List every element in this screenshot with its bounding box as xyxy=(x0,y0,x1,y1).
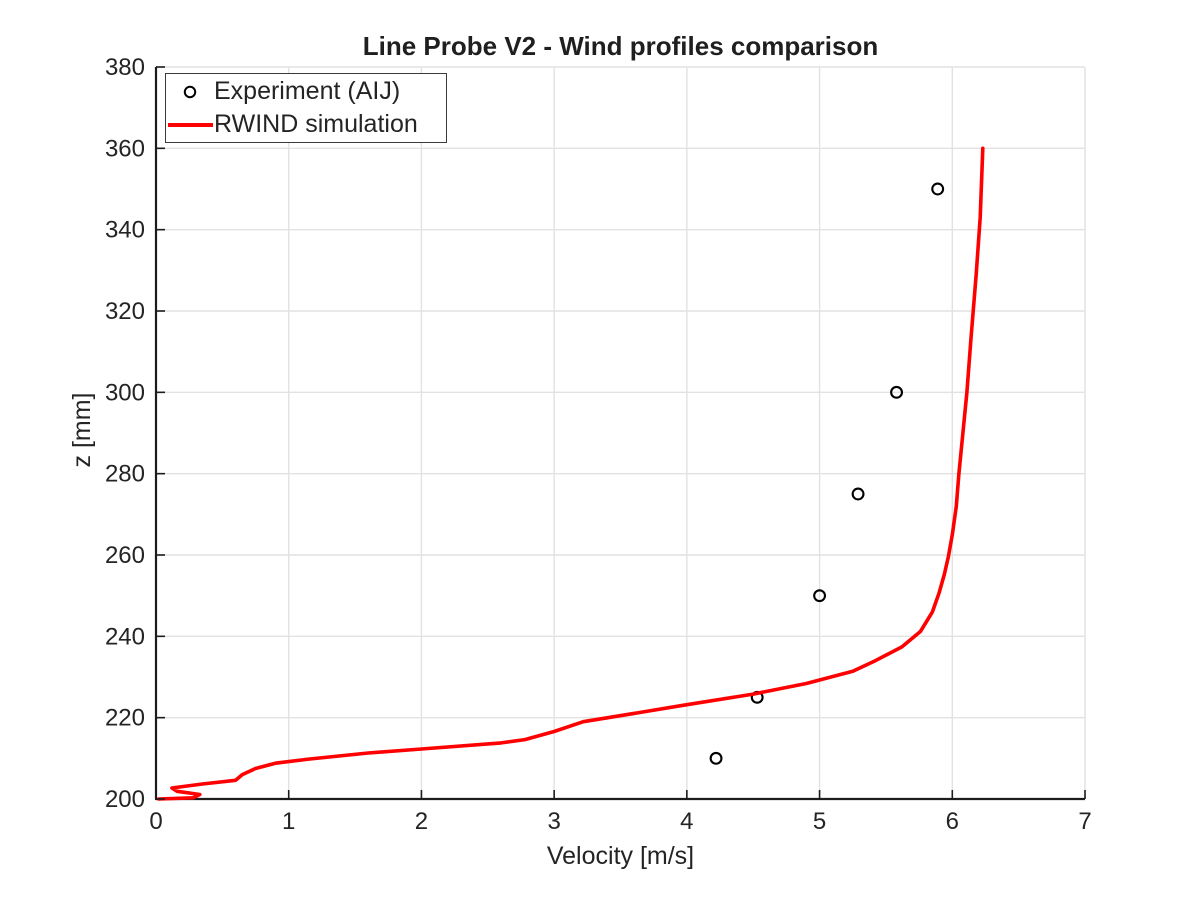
open-circle-marker-icon xyxy=(166,84,214,100)
x-tick-label: 7 xyxy=(1078,808,1091,835)
x-tick-label: 2 xyxy=(415,808,428,835)
chart-title: Line Probe V2 - Wind profiles comparison xyxy=(362,31,879,61)
legend-item-experiment: Experiment (AIJ) xyxy=(166,75,446,108)
x-tick-label: 5 xyxy=(813,808,826,835)
x-tick-label: 6 xyxy=(946,808,959,835)
y-tick-label: 260 xyxy=(105,542,145,569)
x-tick-label: 4 xyxy=(680,808,693,835)
y-tick-label: 320 xyxy=(105,298,145,325)
experiment-marker xyxy=(709,751,723,765)
y-tick-label: 340 xyxy=(105,217,145,244)
y-tick-label: 280 xyxy=(105,461,145,488)
x-tick-label: 0 xyxy=(149,808,162,835)
y-axis-label: z [mm] xyxy=(68,392,96,468)
x-axis-label: Velocity [m/s] xyxy=(546,842,695,870)
experiment-marker xyxy=(813,589,827,603)
simulation-line xyxy=(156,146,985,801)
y-tick-label: 240 xyxy=(105,623,145,650)
experiment-marker xyxy=(851,487,865,501)
legend-label-simulation: RWIND simulation xyxy=(214,110,418,138)
red-line-sample-icon xyxy=(166,122,214,127)
x-tick-label: 1 xyxy=(282,808,295,835)
x-tick-label: 3 xyxy=(547,808,560,835)
y-tick-label: 300 xyxy=(105,379,145,406)
experiment-marker xyxy=(890,385,903,399)
y-tick-label: 360 xyxy=(105,135,145,162)
experiment-marker xyxy=(931,182,945,196)
y-tick-label: 220 xyxy=(105,705,145,732)
legend-box: Experiment (AIJ) RWIND simulation xyxy=(165,73,447,143)
y-tick-label: 200 xyxy=(105,786,145,813)
legend-label-experiment: Experiment (AIJ) xyxy=(214,77,401,105)
y-tick-label: 380 xyxy=(105,54,145,81)
legend-item-simulation: RWIND simulation xyxy=(166,108,446,141)
